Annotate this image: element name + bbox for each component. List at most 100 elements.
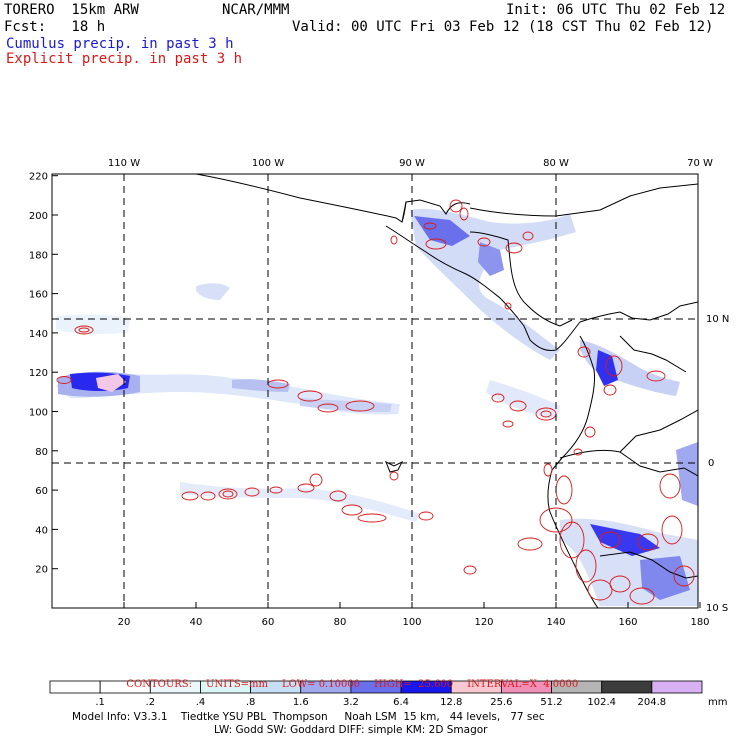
contour-cell — [659, 473, 681, 499]
contour-cell — [309, 473, 323, 487]
model-info: Model Info: V3.3.1 Tiedtke YSU PBL Thomp… — [72, 711, 545, 723]
cumulus-core-nicaragua — [478, 242, 504, 276]
lon-label: 100 W — [252, 158, 284, 169]
contour-cell — [637, 533, 659, 551]
contour-cell — [603, 384, 617, 396]
contour-cell — [502, 420, 514, 428]
contour-cell — [555, 475, 573, 505]
y-tick-label: 140 — [29, 329, 48, 340]
cumulus-caption: Cumulus precip. in past 3 h — [6, 36, 234, 52]
contour-cell — [584, 426, 596, 438]
contour-label: CONTOURS: — [126, 679, 193, 690]
lat-label: 10 S — [706, 603, 728, 614]
colorbar-level: 3.2 — [343, 697, 359, 708]
forecast-hour: Fcst: 18 h — [4, 19, 106, 35]
x-tick-label: 140 — [546, 617, 565, 628]
contour-cell — [244, 487, 260, 497]
explicit-caption: Explicit precip. in past 3 h — [6, 51, 243, 67]
lon-label: 70 W — [687, 158, 713, 169]
contour-cell — [504, 302, 512, 310]
contour-cell — [297, 483, 315, 493]
colorbar-swatch — [601, 680, 653, 694]
border-peru-bolivia — [599, 551, 698, 579]
colorbar-level: .1 — [95, 697, 105, 708]
colorbar: .1 .2 .4 .8 1.6 3.2 6.4 12.8 25.6 51.2 102.4 204.8 — [49, 680, 703, 708]
contour-cell — [559, 521, 585, 559]
lon-label: 110 W — [108, 158, 140, 169]
x-tick-label: 180 — [690, 617, 709, 628]
contour-cell — [491, 393, 505, 403]
cumulus-precip-areas — [56, 208, 698, 606]
contour-cell — [505, 242, 523, 254]
colorbar-level: 12.8 — [440, 697, 462, 708]
x-tick-label: 160 — [618, 617, 637, 628]
center-label: NCAR/MMM — [222, 2, 290, 18]
contour-cell — [390, 235, 398, 245]
contour-cell — [297, 390, 323, 402]
cumulus-colombia — [580, 340, 680, 396]
coastlines — [195, 174, 698, 608]
x-tick-label: 20 — [118, 617, 131, 628]
colorbar-level: 6.4 — [393, 697, 409, 708]
contour-cell — [646, 370, 666, 382]
colorbar-level: 204.8 — [638, 697, 667, 708]
cumulus-band-center — [232, 379, 290, 392]
coastline-galapagos — [385, 460, 404, 473]
contour-cell — [341, 504, 363, 516]
x-tick-label: 120 — [474, 617, 493, 628]
colorbar-level: .8 — [246, 697, 256, 708]
map-frame — [51, 173, 699, 609]
contour-cell — [539, 507, 573, 533]
colorbar-level: 1.6 — [293, 697, 309, 708]
contour-cell — [459, 207, 469, 221]
contour-cell — [317, 403, 339, 413]
cumulus-patch-galapagos-north — [486, 380, 560, 420]
contour-cell — [543, 463, 553, 477]
contour-cell — [599, 531, 621, 549]
init-time: Init: 06 UTC Thu 02 Feb 12 — [506, 2, 726, 18]
contour-cell — [577, 346, 591, 358]
model-title: TORERO 15km ARW — [4, 2, 139, 18]
contour-cell — [587, 579, 613, 601]
coastline-caribbean-islands — [469, 183, 698, 217]
valid-time: Valid: 00 UTC Fri 03 Feb 12 (18 CST Thu … — [292, 19, 714, 35]
cumulus-core-brazil — [640, 556, 690, 600]
border-colombia-venezuela — [619, 335, 687, 373]
cumulus-central-america — [410, 208, 576, 360]
contour-cell — [222, 490, 234, 498]
y-tick-label: 60 — [35, 486, 48, 497]
y-tick-label: 20 — [35, 565, 48, 576]
contour-cell — [78, 327, 90, 333]
contour-cell — [540, 410, 552, 418]
contour-low: LOW= 0.10000 — [282, 679, 361, 690]
map-field — [56, 174, 698, 608]
contour-cell — [357, 513, 387, 523]
graticule — [52, 174, 698, 608]
coastline-central-america-caribbean — [469, 231, 573, 327]
contour-units: UNITS=mm — [206, 679, 269, 690]
y-tick-label: 100 — [29, 408, 48, 419]
y-tick-label: 220 — [29, 172, 48, 183]
contour-cell — [477, 237, 491, 247]
cumulus-patch-northwest — [56, 314, 130, 335]
lat-label: 10 N — [706, 314, 729, 325]
coastline-yucatan — [401, 201, 407, 223]
contour-cell — [609, 575, 631, 593]
cumulus-patch-north — [196, 283, 230, 300]
contour-cell — [449, 199, 463, 213]
contour-info: CONTOURS: UNITS=mm LOW= 0.10000 HIGH= 25.60… — [120, 668, 592, 690]
lon-label: 90 W — [399, 158, 425, 169]
colorbar-level: 51.2 — [540, 697, 562, 708]
y-tick-label: 200 — [29, 211, 48, 222]
lon-label: 80 W — [543, 158, 569, 169]
contour-cell — [573, 448, 583, 456]
physics-info: LW: Godd SW: Goddard DIFF: simple KM: 2D… — [214, 724, 488, 736]
contour-cell — [463, 565, 477, 575]
contour-cell — [345, 400, 375, 412]
contour-cell — [522, 231, 534, 241]
contour-cell — [629, 587, 655, 605]
y-tick-label: 120 — [29, 368, 48, 379]
contour-cell — [509, 400, 527, 412]
contour-cell — [389, 471, 399, 481]
